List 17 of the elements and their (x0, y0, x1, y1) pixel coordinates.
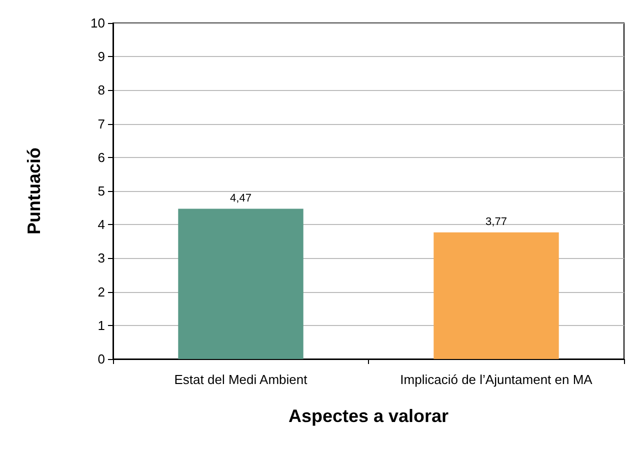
x-tick-label: Implicació de l’Ajuntament en MA (400, 372, 593, 387)
x-tick-label: Estat del Medi Ambient (174, 372, 308, 387)
y-tick-label: 10 (90, 16, 105, 30)
y-tick-label: 4 (98, 217, 105, 232)
data-label: 3,77 (486, 216, 507, 228)
y-tick-label: 7 (98, 116, 105, 132)
y-tick-label: 8 (98, 82, 105, 98)
y-axis-title: Puntuació (24, 147, 44, 235)
y-tick-label: 1 (98, 318, 105, 333)
y-tick-label: 0 (98, 352, 105, 366)
y-tick-label: 6 (98, 150, 105, 165)
y-tick-label: 9 (98, 49, 105, 64)
data-label: 4,47 (230, 192, 252, 204)
y-tick-label: 5 (98, 184, 105, 198)
x-axis-title: Aspectes a valorar (288, 406, 449, 426)
y-tick-label: 2 (98, 284, 105, 300)
y-tick-label: 3 (98, 250, 105, 266)
